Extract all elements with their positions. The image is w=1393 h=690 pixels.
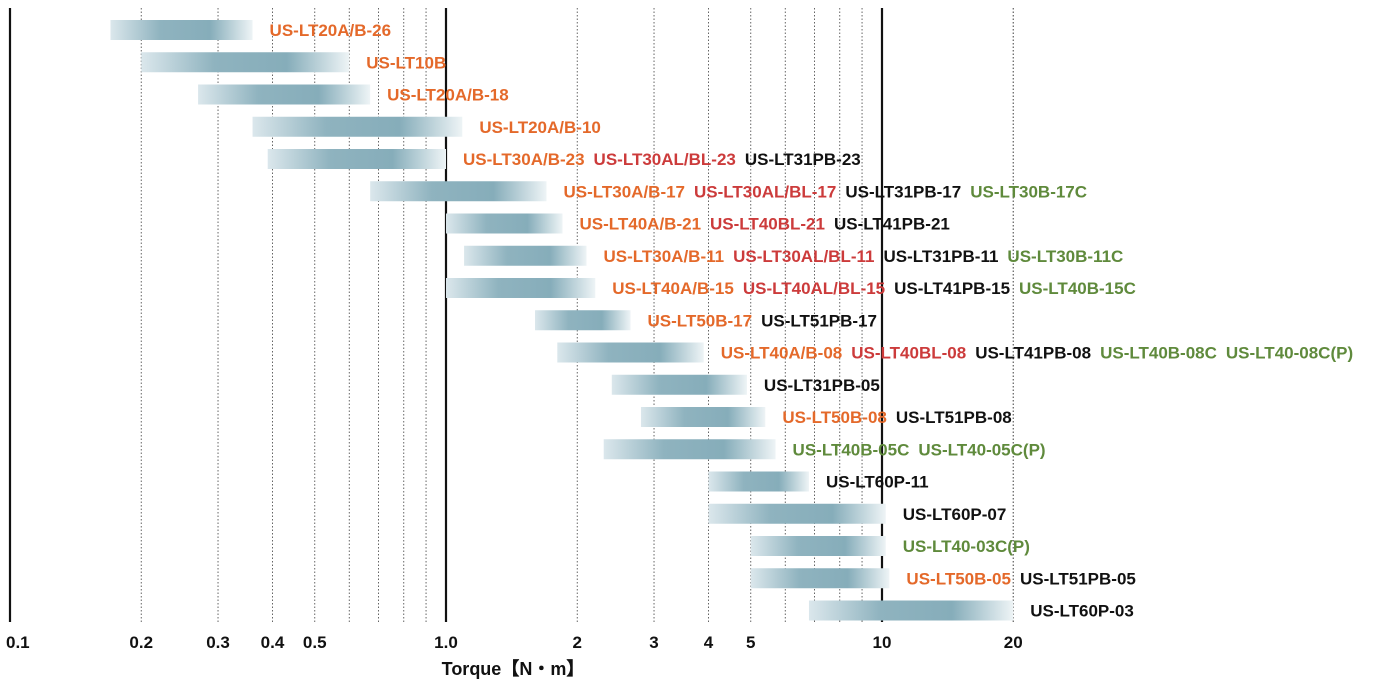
model-name: US-LT30AL/BL-23 [594,150,736,169]
x-tick-label: 0.2 [129,633,153,652]
range-bar [750,568,890,589]
x-tick-label: 5 [746,633,755,652]
model-name: US-LT60P-07 [903,505,1007,524]
model-name: US-LT41PB-15 [894,279,1010,298]
model-name: US-LT30B-17C [970,182,1087,201]
model-name: US-LT20A/B-10 [479,118,601,137]
range-bar [267,149,446,169]
model-label-row: US-LT40B-05C US-LT40-05C(P) [793,440,1046,459]
range-bar [446,213,563,234]
x-axis-ticks: 0.1 0.2 0.3 0.4 0.5 1.0 2 3 4 5 10 20 [6,633,1023,652]
model-label-row: US-LT10B [366,53,446,72]
model-name: US-LT30B-11C [1007,247,1123,266]
range-bar [611,374,747,395]
x-tick-label: 1.0 [434,633,458,652]
model-name: US-LT40-08C(P) [1226,344,1353,363]
x-tick-label: 0.5 [303,633,327,652]
x-tick-label: 4 [704,633,714,652]
model-name: US-LT40-05C(P) [918,440,1045,459]
model-name: US-LT40BL-08 [851,344,966,363]
model-label-row: US-LT40A/B-21 US-LT40BL-21 US-LT41PB-21 [579,215,949,234]
model-label-row: US-LT50B-05 US-LT51PB-05 [906,569,1135,588]
model-name: US-LT40A/B-21 [579,215,701,234]
range-bar [446,278,596,298]
model-name: US-LT20A/B-18 [387,86,509,105]
model-name: US-LT40A/B-15 [612,279,734,298]
model-name: US-LT30A/B-11 [603,247,724,266]
x-tick-label: 3 [649,633,658,652]
model-name: US-LT50B-17 [648,311,753,330]
model-label-row: US-LT60P-07 [903,505,1007,524]
model-label-row: US-LT31PB-05 [764,376,880,395]
x-tick-label: 10 [873,633,892,652]
model-label-row: US-LT20A/B-18 [387,86,509,105]
x-tick-label: 0.3 [206,633,230,652]
model-label-row: US-LT40A/B-08 US-LT40BL-08 US-LT41PB-08 US-… [721,344,1353,363]
model-name: US-LT31PB-23 [745,150,861,169]
model-label-row: US-LT40-03C(P) [903,537,1030,556]
range-bar [464,245,587,266]
model-name: US-LT31PB-05 [764,376,880,395]
model-name: US-LT40AL/BL-15 [743,279,885,298]
range-bar [198,84,371,105]
model-label-row: US-LT30A/B-23 US-LT30AL/BL-23 US-LT31PB-23 [463,150,861,169]
range-bar [557,342,704,363]
x-tick-label: 0.4 [261,633,285,652]
model-name: US-LT40BL-21 [710,215,825,234]
model-labels: US-LT20A/B-26 US-LT10B US-LT20A/B-18 US-LT2… [270,21,1354,621]
range-bar [534,310,631,331]
x-tick-label: 20 [1004,633,1023,652]
model-label-row: US-LT40A/B-15 US-LT40AL/BL-15 US-LT41PB-15… [612,279,1136,298]
model-name: US-LT51PB-05 [1020,569,1136,588]
model-name: US-LT31PB-17 [845,182,961,201]
model-name: US-LT50B-08 [782,408,887,427]
model-label-row: US-LT50B-08 US-LT51PB-08 [782,408,1011,427]
model-name: US-LT30A/B-23 [463,150,585,169]
model-label-row: US-LT30A/B-17 US-LT30AL/BL-17 US-LT31PB-17… [563,182,1087,201]
model-name: US-LT40B-05C [793,440,910,459]
model-name: US-LT31PB-11 [883,247,998,266]
model-name: US-LT40-03C(P) [903,537,1030,556]
model-label-row: US-LT50B-17 US-LT51PB-17 [648,311,877,330]
model-label-row: US-LT60P-03 [1030,602,1134,621]
range-bar [603,439,776,460]
model-name: US-LT41PB-08 [975,344,1091,363]
x-tick-label: 0.1 [6,633,30,652]
range-bar [370,181,547,202]
range-bar [141,52,350,73]
range-bar [640,407,766,427]
range-bar [708,503,886,524]
model-name: US-LT30AL/BL-17 [694,182,836,201]
model-name: US-LT30AL/BL-11 [733,247,874,266]
model-name: US-LT40B-15C [1019,279,1136,298]
range-bar [750,536,886,556]
range-bars [110,20,1014,621]
range-bar [252,116,463,137]
model-name: US-LT41PB-21 [834,215,950,234]
model-name: US-LT40B-08C [1100,344,1217,363]
model-label-row: US-LT20A/B-26 [270,21,392,40]
model-name: US-LT60P-03 [1030,602,1134,621]
x-tick-label: 2 [573,633,582,652]
model-name: US-LT30A/B-17 [563,182,685,201]
range-bar [808,600,1014,621]
x-axis-title: Torque【N・m】 [442,659,585,679]
model-name: US-LT60P-11 [826,473,929,492]
model-name: US-LT50B-05 [906,569,1011,588]
model-label-row: US-LT60P-11 [826,473,929,492]
model-name: US-LT51PB-08 [896,408,1012,427]
model-name: US-LT51PB-17 [761,311,877,330]
model-name: US-LT20A/B-26 [270,21,392,40]
model-name: US-LT40A/B-08 [721,344,843,363]
range-bar [110,20,253,40]
range-bar [708,471,809,492]
model-label-row: US-LT20A/B-10 [479,118,601,137]
model-name: US-LT10B [366,53,446,72]
model-label-row: US-LT30A/B-11 US-LT30AL/BL-11 US-LT31PB-11… [603,247,1123,266]
